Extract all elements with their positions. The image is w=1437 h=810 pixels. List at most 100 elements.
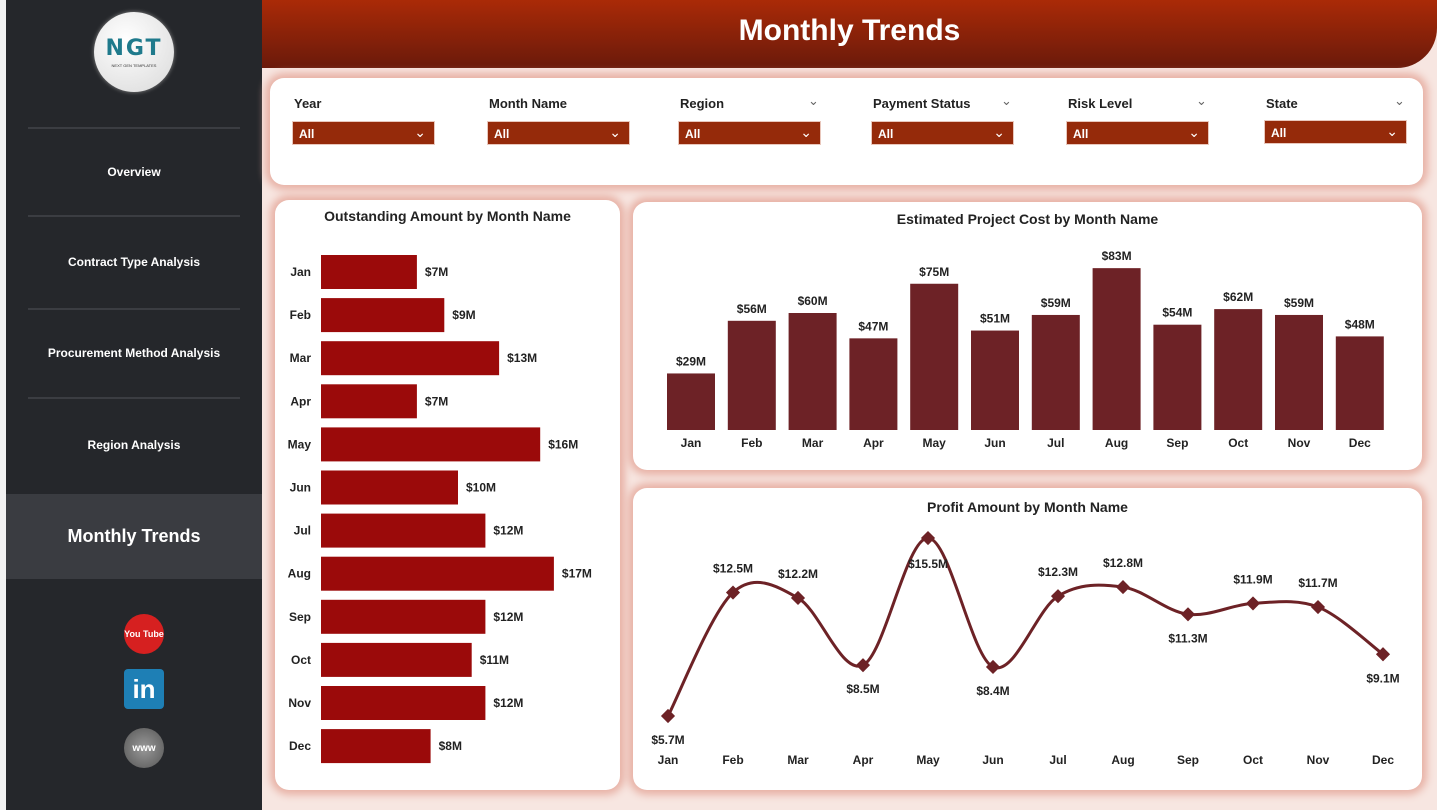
filter-dropdown[interactable]: All ⌄: [678, 121, 821, 145]
chevron-down-icon[interactable]: ⌄: [808, 93, 819, 108]
bar: [321, 470, 458, 505]
category-label: Jul: [1049, 753, 1066, 767]
linkedin-icon[interactable]: in: [124, 669, 164, 709]
data-label: $47M: [858, 319, 888, 333]
category-label: Mar: [787, 753, 809, 767]
bar: [321, 686, 486, 720]
category-label: Jul: [294, 524, 311, 538]
data-label: $5.7M: [651, 733, 684, 747]
data-point: [1245, 596, 1261, 611]
data-label: $7M: [425, 265, 448, 279]
data-label: $11.3M: [1168, 631, 1207, 645]
category-label: Nov: [288, 696, 311, 710]
sidebar: NGT NEXT GEN TEMPLATES Overview Contract …: [6, 0, 262, 810]
data-label: $29M: [676, 354, 706, 368]
category-label: Apr: [853, 753, 874, 767]
bar: [788, 313, 837, 430]
data-label: $8.4M: [976, 684, 1009, 698]
profit-line-chart: $5.7M Jan $12.5M Feb $12.2M Mar $8.5M Apr $15.5M…: [651, 530, 1400, 767]
data-label: $48M: [1345, 317, 1375, 331]
bar: [321, 255, 417, 289]
data-label: $8M: [439, 739, 462, 753]
category-label: Oct: [1228, 436, 1248, 450]
category-label: Oct: [1243, 753, 1263, 767]
bar: [321, 298, 445, 333]
bar: [321, 642, 472, 677]
category-label: May: [916, 753, 940, 767]
data-label: $60M: [798, 294, 828, 308]
category-label: Dec: [289, 739, 311, 753]
bar: [321, 384, 417, 419]
profit-amount-card: Profit Amount by Month Name $5.7M Jan $12.…: [633, 488, 1422, 790]
window-edge: [0, 0, 6, 810]
filter-dropdown[interactable]: All ⌄: [871, 121, 1014, 145]
nav-overview[interactable]: Overview: [107, 165, 161, 179]
chart-title: Profit Amount by Month Name: [927, 499, 1128, 515]
category-label: Jun: [290, 481, 311, 495]
ngt-logo: NGT NEXT GEN TEMPLATES: [94, 12, 174, 92]
data-point: [1115, 579, 1131, 595]
profit-line: [666, 536, 1384, 717]
filter-dropdown[interactable]: All ⌄: [1066, 121, 1209, 145]
category-label: Jun: [982, 753, 1003, 767]
data-point: [1375, 647, 1391, 662]
category-label: Apr: [290, 394, 311, 408]
chart-title: Estimated Project Cost by Month Name: [896, 211, 1159, 227]
data-label: $10M: [466, 481, 496, 495]
filter-label: Region: [680, 96, 725, 111]
nav-contract-type-analysis[interactable]: Contract Type Analysis: [67, 255, 201, 269]
bar: [1335, 336, 1384, 430]
estimated-cost-column-chart: $29M Jan $56M Feb $60M Mar $47M Apr $75M May $51M J…: [667, 249, 1384, 450]
filter-label: Risk Level: [1068, 96, 1133, 111]
data-label: $83M: [1102, 249, 1132, 263]
data-label: $11M: [480, 653, 509, 667]
data-label: $16M: [548, 437, 578, 451]
category-label: Aug: [1105, 436, 1128, 450]
category-label: Mar: [290, 351, 312, 365]
category-label: Sep: [289, 610, 311, 624]
data-label: $12M: [493, 610, 523, 624]
category-label: Dec: [1372, 753, 1394, 767]
category-label: Mar: [802, 436, 824, 450]
bar: [910, 283, 959, 430]
data-point: [985, 659, 1001, 675]
bar: [321, 513, 486, 548]
youtube-icon[interactable]: You Tube: [124, 614, 164, 654]
category-label: Nov: [1288, 436, 1311, 450]
bar: [1153, 324, 1202, 430]
category-label: Sep: [1177, 753, 1199, 767]
category-label: Feb: [290, 308, 311, 322]
divider: [28, 215, 240, 217]
filter-dropdown[interactable]: All ⌄: [292, 121, 435, 145]
chevron-down-icon: ⌄: [414, 124, 426, 140]
category-label: Aug: [1111, 753, 1134, 767]
filter-label: State: [1266, 96, 1298, 111]
data-label: $59M: [1284, 296, 1314, 310]
category-label: Jul: [1047, 436, 1064, 450]
data-label: $62M: [1223, 290, 1253, 304]
nav-procurement-method-analysis[interactable]: Procurement Method Analysis: [47, 346, 221, 360]
category-label: Nov: [1307, 753, 1330, 767]
chevron-down-icon[interactable]: ⌄: [1394, 93, 1405, 108]
filter-dropdown[interactable]: All ⌄: [1264, 120, 1407, 144]
data-point: [1310, 599, 1326, 615]
chart-title: Outstanding Amount by Month Name: [324, 208, 571, 224]
filter-panel: Year All ⌄ Month Name All ⌄ Region ⌄ All ⌄ Payment…: [270, 78, 1423, 185]
data-point: [1050, 589, 1066, 604]
filter-dropdown[interactable]: All ⌄: [487, 121, 630, 145]
website-icon[interactable]: www: [124, 728, 164, 768]
chevron-down-icon[interactable]: ⌄: [1196, 93, 1207, 108]
nav-monthly-trends-active[interactable]: [6, 494, 262, 579]
nav-region-analysis[interactable]: Region Analysis: [87, 438, 181, 452]
bar: [321, 729, 431, 764]
data-label: $9.1M: [1366, 671, 1399, 685]
category-label: Dec: [1349, 436, 1371, 450]
data-point: [855, 658, 871, 673]
bar: [667, 373, 715, 430]
nav-monthly-trends[interactable]: Monthly Trends: [67, 526, 201, 546]
chevron-down-icon[interactable]: ⌄: [1001, 93, 1012, 108]
data-label: $8.5M: [846, 682, 879, 696]
category-label: Jan: [658, 753, 679, 767]
bar: [1092, 268, 1141, 430]
bar: [1275, 314, 1323, 430]
